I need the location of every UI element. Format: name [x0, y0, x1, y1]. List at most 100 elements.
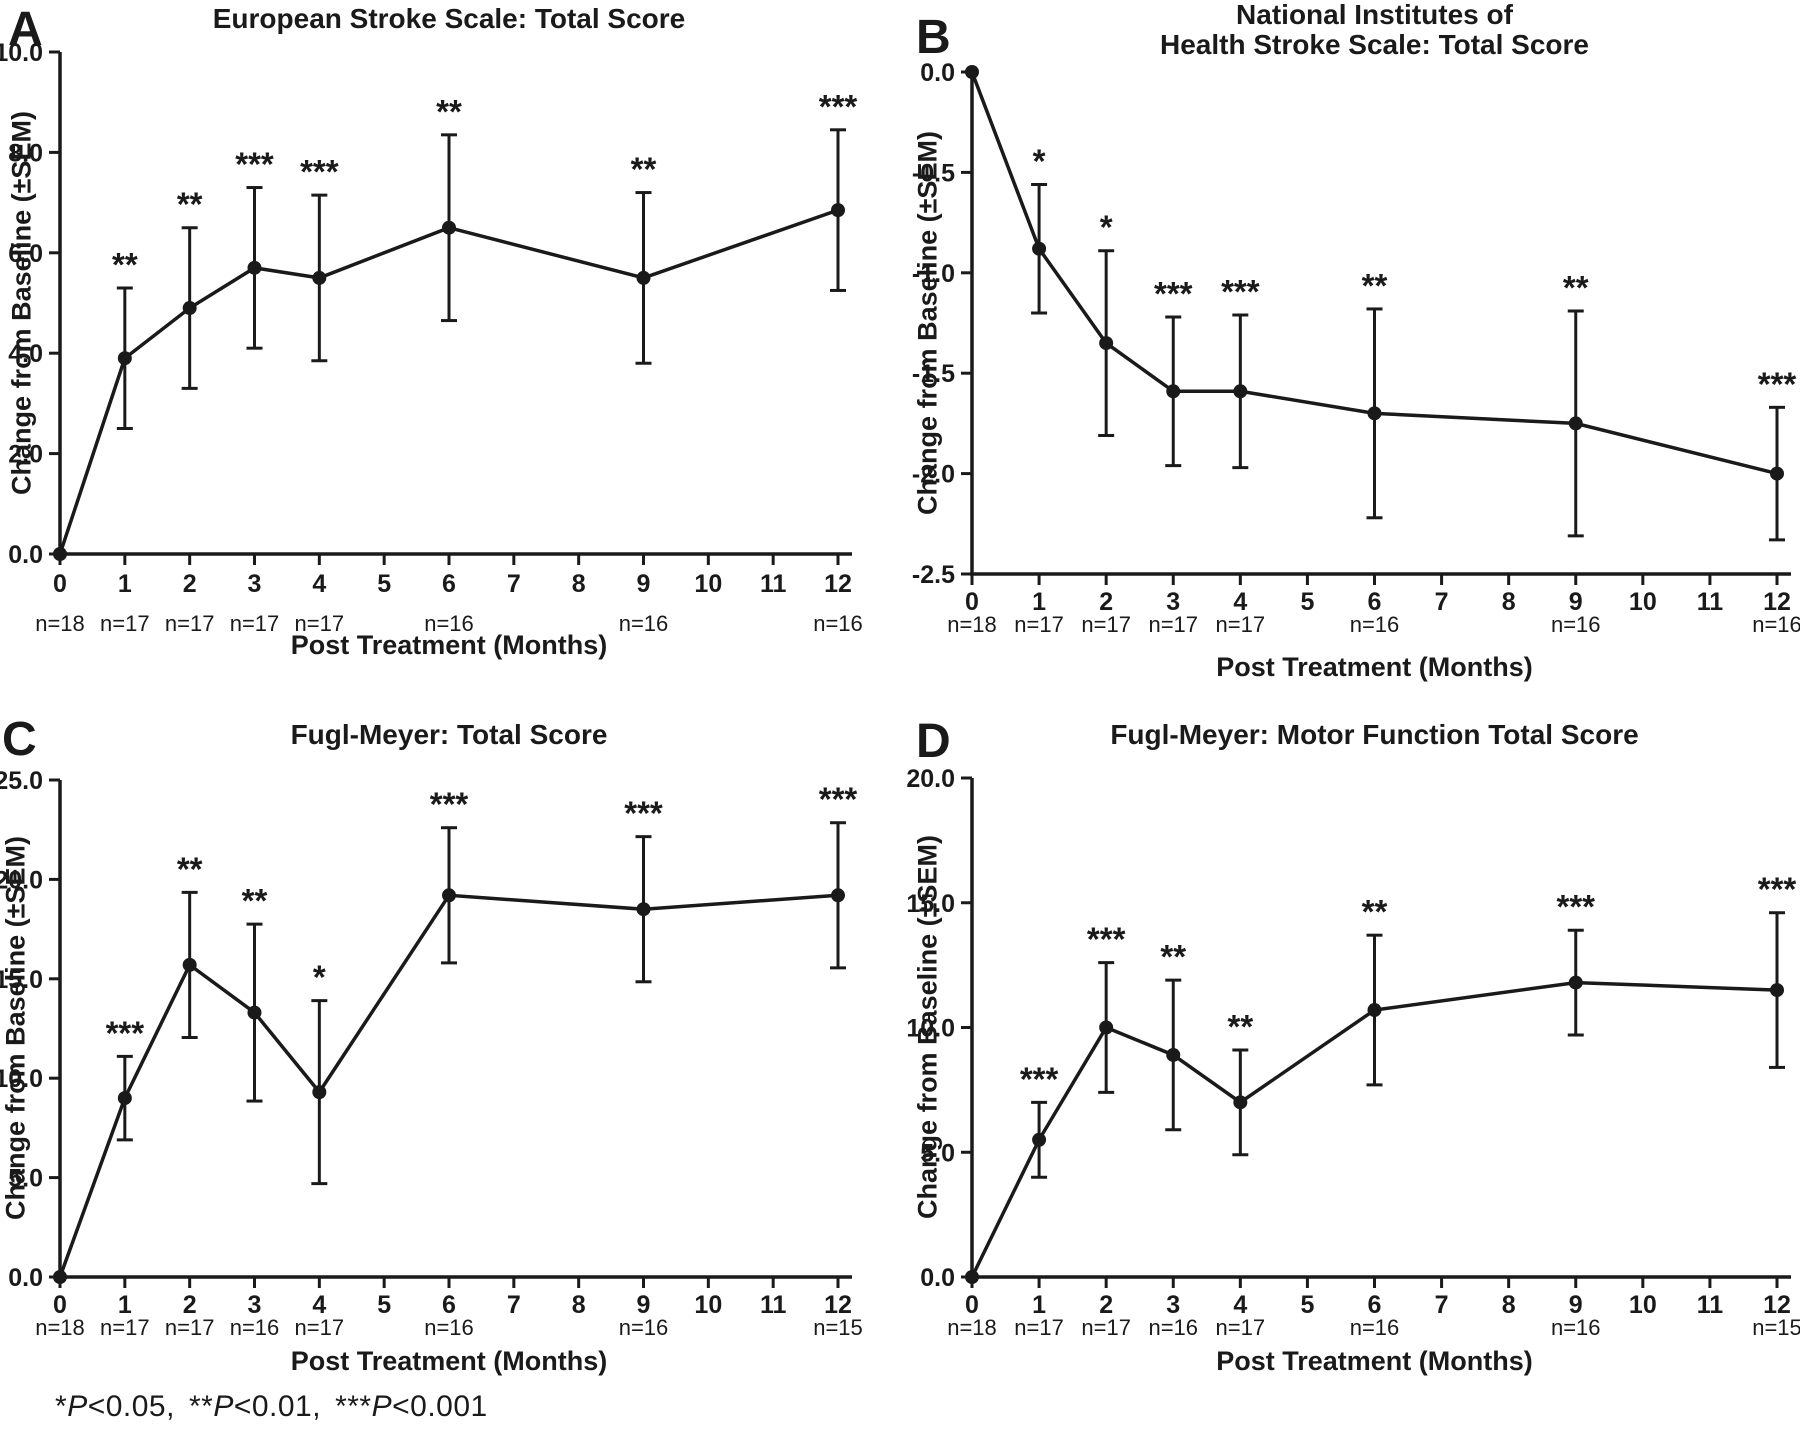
- svg-text:*: *: [1033, 142, 1046, 179]
- data-points: [965, 975, 1784, 1284]
- svg-text:10.0: 10.0: [906, 1015, 955, 1043]
- svg-text:n=17: n=17: [1081, 612, 1131, 637]
- svg-text:9: 9: [637, 570, 651, 598]
- svg-text:10: 10: [694, 570, 722, 598]
- data-point: [965, 1270, 979, 1284]
- svg-text:n=17: n=17: [1148, 612, 1198, 637]
- panel-c-y-axis-label: Change from Baseline (±SEM): [0, 836, 31, 1220]
- svg-text:n=17: n=17: [1014, 1315, 1064, 1340]
- svg-text:12: 12: [1763, 1291, 1791, 1319]
- svg-text:4: 4: [1233, 1291, 1247, 1319]
- svg-text:n=17: n=17: [1014, 612, 1064, 637]
- y-axis: 0.0 2.0 4.0 6.0 8.0 10.0: [0, 39, 62, 569]
- svg-text:3: 3: [1166, 588, 1180, 616]
- data-point: [636, 270, 651, 285]
- svg-text:10.0: 10.0: [0, 39, 43, 67]
- data-point: [1032, 1132, 1047, 1147]
- svg-text:n=18: n=18: [947, 1315, 997, 1340]
- svg-text:5: 5: [377, 1291, 391, 1319]
- svg-text:8: 8: [572, 1291, 586, 1319]
- data-point: [1166, 1047, 1181, 1062]
- svg-text:11: 11: [760, 1291, 787, 1319]
- n-labels: n=18 n=17 n=17 n=16 n=17 n=16 n=16 n=15: [947, 1315, 1800, 1340]
- svg-text:0: 0: [53, 1291, 67, 1319]
- svg-text:5.0: 5.0: [8, 1165, 43, 1193]
- svg-text:-1.5: -1.5: [912, 360, 955, 388]
- svg-text:n=16: n=16: [1752, 612, 1800, 637]
- panel-b-title-line2: Health Stroke Scale: Total Score: [1160, 29, 1589, 60]
- svg-text:4: 4: [312, 570, 326, 598]
- data-point: [1233, 1095, 1248, 1110]
- svg-text:5: 5: [377, 570, 391, 598]
- svg-text:0.0: 0.0: [920, 59, 955, 87]
- significance-marks: *****************: [106, 781, 858, 1052]
- svg-text:***: ***: [1221, 273, 1260, 310]
- svg-text:-1.0: -1.0: [912, 260, 955, 288]
- svg-text:n=15: n=15: [1752, 1315, 1800, 1340]
- data-point: [831, 203, 845, 218]
- svg-text:20.0: 20.0: [0, 866, 43, 894]
- svg-text:6.0: 6.0: [8, 240, 43, 268]
- panel-b-title-line1: National Institutes of: [1236, 0, 1513, 30]
- svg-text:12: 12: [1763, 588, 1791, 616]
- data-point: [247, 260, 262, 275]
- panel-d-title-line: Fugl-Meyer: Motor Function Total Score: [1110, 719, 1639, 750]
- svg-text:0: 0: [965, 1291, 979, 1319]
- svg-text:***: ***: [819, 88, 858, 125]
- series-line: [970, 71, 1778, 476]
- data-point: [117, 351, 132, 366]
- data-point: [1233, 384, 1248, 399]
- svg-text:9: 9: [637, 1291, 651, 1319]
- svg-text:***: ***: [1556, 888, 1595, 925]
- svg-text:**: **: [436, 93, 462, 130]
- panel-d: 0.0 5.0 10.0 15.0 20.0 0 1 2 3 4 5 6 7 8 9 10 11 12 n=18 n=…: [900, 690, 1800, 1380]
- svg-text:**: **: [177, 186, 203, 223]
- data-point: [182, 301, 197, 316]
- panel-b-title: National Institutes of Health Stroke Sca…: [972, 0, 1777, 60]
- svg-text:***: ***: [106, 1014, 145, 1051]
- svg-text:*: *: [313, 959, 326, 996]
- data-point: [636, 902, 651, 917]
- svg-text:n=17: n=17: [100, 1315, 150, 1340]
- svg-text:12: 12: [824, 1291, 852, 1319]
- svg-text:2: 2: [1099, 588, 1113, 616]
- svg-text:0: 0: [53, 570, 67, 598]
- svg-text:2: 2: [183, 570, 197, 598]
- panel-b-chart: 0.0-0.5-1.0-1.5-2.0-2.50 1 2 3 4 5 6 7 8 9 10 11 12n…: [912, 59, 1800, 637]
- panel-a-x-axis-label: Post Treatment (Months): [290, 630, 608, 660]
- panel-d-x-axis-label: Post Treatment (Months): [1216, 1346, 1533, 1376]
- n-labels: n=18 n=17 n=17 n=17 n=17 n=16 n=16 n=16: [947, 612, 1800, 637]
- footnote-segment: ***P<0.001: [335, 1390, 488, 1423]
- svg-text:2: 2: [183, 1291, 197, 1319]
- data-point: [312, 1085, 327, 1100]
- svg-text:7: 7: [1435, 1291, 1449, 1319]
- error-bars: [116, 821, 846, 1186]
- svg-text:**: **: [1160, 938, 1186, 975]
- svg-text:***: ***: [235, 146, 274, 183]
- svg-text:7: 7: [507, 1291, 521, 1319]
- svg-text:**: **: [242, 882, 268, 919]
- svg-text:6: 6: [442, 1291, 456, 1319]
- svg-text:-2.5: -2.5: [912, 561, 955, 589]
- data-point: [53, 547, 67, 561]
- panel-a: 0.0 2.0 4.0 6.0 8.0 10.0 0 1 2 3 4 5 6 7 8 9 10 11 12 n=18 n…: [0, 0, 900, 690]
- svg-text:n=16: n=16: [424, 611, 474, 636]
- data-point: [182, 957, 197, 972]
- data-point: [53, 1270, 67, 1284]
- svg-text:6: 6: [1368, 588, 1382, 616]
- panel-b-x-axis-label: Post Treatment (Months): [1216, 652, 1533, 682]
- svg-text:12: 12: [824, 570, 852, 598]
- svg-text:3: 3: [248, 1291, 262, 1319]
- svg-text:4.0: 4.0: [8, 340, 43, 368]
- panel-d-chart: 0.05.010.015.020.00 1 2 3 4 5 6 7 8 9 10 11 12n=18 n=…: [906, 765, 1800, 1340]
- series-line: [970, 980, 1778, 1278]
- svg-text:2.0: 2.0: [8, 441, 43, 469]
- svg-text:***: ***: [1758, 365, 1797, 402]
- svg-text:25.0: 25.0: [0, 767, 43, 795]
- svg-text:***: ***: [624, 795, 663, 832]
- panel-c-letter: C: [2, 713, 37, 766]
- svg-text:n=16: n=16: [813, 611, 863, 636]
- panel-a-letter: A: [8, 3, 43, 56]
- svg-text:11: 11: [760, 570, 787, 598]
